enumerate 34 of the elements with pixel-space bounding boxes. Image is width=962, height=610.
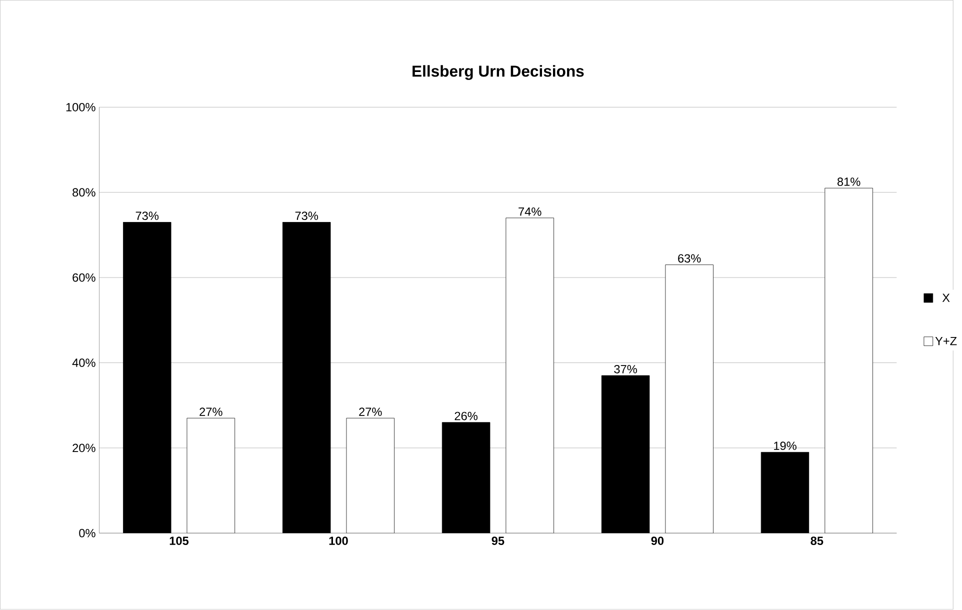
- data-label: 63%: [678, 254, 701, 263]
- data-label: 19%: [774, 442, 796, 450]
- x-tick-label: 105: [170, 536, 189, 546]
- x-tick-label: 95: [492, 536, 504, 546]
- bar: [665, 264, 714, 534]
- data-label: 81%: [837, 178, 860, 186]
- bar: [346, 418, 394, 534]
- x-tick-label: 90: [651, 536, 664, 546]
- data-label: 37%: [614, 365, 637, 374]
- y-tick-label: 0%: [79, 529, 96, 538]
- bar: [442, 422, 490, 534]
- bar: [282, 222, 331, 534]
- y-tick-label: 60%: [72, 274, 96, 282]
- y-tick-label: 40%: [72, 358, 96, 368]
- data-label: 73%: [295, 212, 318, 220]
- bar: [186, 418, 236, 534]
- bar: [824, 188, 873, 534]
- chart-title: Ellsberg Urn Decisions: [412, 65, 584, 80]
- bar: [506, 218, 554, 534]
- bar: [760, 452, 810, 534]
- y-tick-label: 80%: [72, 188, 96, 197]
- data-label: 26%: [454, 412, 478, 420]
- y-tick-label: 100%: [66, 103, 96, 112]
- data-label: 73%: [136, 212, 159, 220]
- bar: [122, 222, 172, 534]
- y-tick-label: 20%: [72, 444, 96, 452]
- data-label: 74%: [518, 208, 542, 216]
- legend-label: Y+Z: [935, 337, 957, 346]
- bar: [601, 376, 650, 534]
- x-tick-label: 100: [329, 536, 348, 546]
- x-tick-label: 85: [810, 536, 824, 546]
- data-label: 27%: [359, 408, 382, 416]
- data-label: 27%: [200, 408, 222, 416]
- legend-label: X: [942, 294, 950, 302]
